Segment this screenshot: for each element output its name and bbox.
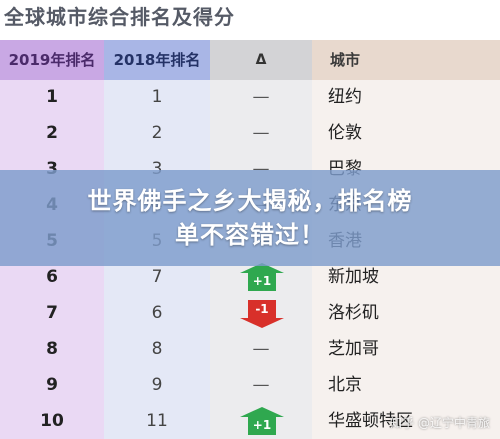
header-2019-rank: 2019年排名 <box>0 40 104 80</box>
rank-2018-cell: 3 <box>151 159 163 179</box>
city-cell: 华盛顿特区 <box>328 411 413 431</box>
rank-up-arrow-icon: +1 <box>240 263 284 293</box>
rank-2019-cell: 10 <box>40 411 64 431</box>
city-cell: 北京 <box>328 375 362 395</box>
rank-up-arrow-icon: +1 <box>240 407 284 437</box>
rank-down-arrow-icon: -1 <box>240 300 284 330</box>
arrow-head <box>240 407 284 417</box>
rank-2019-cell: 2 <box>46 123 58 143</box>
banner-line-2: 单不容错过！ <box>175 221 325 249</box>
page-heading: 全球城市综合排名及得分 <box>4 5 235 29</box>
header-city: 城市 <box>312 40 500 80</box>
rank-2018-cell: 9 <box>151 375 163 395</box>
rank-2018-cell: 1 <box>151 87 163 107</box>
change-value: +1 <box>248 415 276 435</box>
rank-2019-cell: 8 <box>46 339 58 359</box>
city-cell: 芝加哥 <box>328 339 379 359</box>
title-banner: 世界佛手之乡大揭秘，排名榜 单不容错过！ <box>0 170 500 266</box>
watermark: 知乎 @辽宁中青旅 <box>390 416 490 430</box>
arrow-head <box>240 318 284 328</box>
rank-2019-cell: 7 <box>46 303 58 323</box>
banner-line-1: 世界佛手之乡大揭秘，排名榜 <box>87 187 413 215</box>
rank-2019-cell: 6 <box>46 267 58 287</box>
rank-2019-cell: 9 <box>46 375 58 395</box>
city-cell: 洛杉矶 <box>328 303 379 323</box>
table-row: 2 2 — 伦敦 <box>0 116 500 151</box>
table-row: 8 8 — 芝加哥 <box>0 332 500 367</box>
table-row: 6 7 +1 新加坡 <box>0 260 500 295</box>
city-cell: 新加坡 <box>328 267 379 287</box>
table-row: 7 6 -1 洛杉矶 <box>0 296 500 331</box>
city-cell: 伦敦 <box>328 123 362 143</box>
no-change-cell: — <box>252 375 270 395</box>
table-row: 10 11 +1 华盛顿特区 <box>0 404 500 439</box>
rank-2018-cell: 6 <box>151 303 163 323</box>
no-change-cell: — <box>252 123 270 143</box>
rank-2019-cell: 1 <box>46 87 58 107</box>
change-value: +1 <box>248 271 276 291</box>
rank-2018-cell: 11 <box>146 411 168 431</box>
arrow-head <box>240 263 284 273</box>
city-cell: 纽约 <box>328 87 362 107</box>
table-row: 1 1 — 纽约 <box>0 80 500 115</box>
no-change-cell: — <box>252 87 270 107</box>
header-change: Δ <box>210 40 312 80</box>
table-row: 9 9 — 北京 <box>0 368 500 403</box>
change-value: -1 <box>248 300 276 318</box>
rank-2018-cell: 2 <box>151 123 163 143</box>
rank-2018-cell: 7 <box>151 267 163 287</box>
rank-2018-cell: 8 <box>151 339 163 359</box>
header-2018-rank: 2018年排名 <box>104 40 210 80</box>
rank-2019-cell: 3 <box>46 159 58 179</box>
no-change-cell: — <box>252 339 270 359</box>
